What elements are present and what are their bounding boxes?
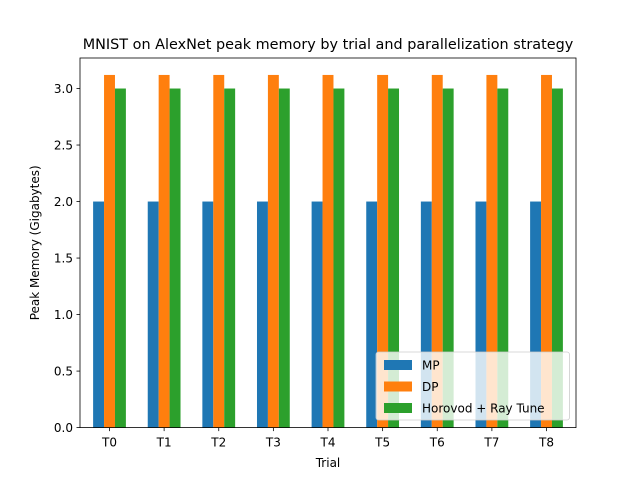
bar-mp-t0 bbox=[93, 201, 105, 428]
bar-horovod-ray-tune-t1 bbox=[169, 88, 181, 428]
bar-mp-t2 bbox=[202, 201, 214, 428]
y-axis-label: Peak Memory (Gigabytes) bbox=[28, 165, 42, 320]
bar-mp-t3 bbox=[256, 201, 268, 428]
bar-horovod-ray-tune-t7 bbox=[497, 88, 509, 428]
bar-mp-t8 bbox=[530, 201, 542, 428]
bar-dp-t1 bbox=[158, 74, 170, 428]
x-tick-label: T0 bbox=[101, 436, 117, 450]
bar-dp-t2 bbox=[213, 74, 225, 428]
bar-dp-t7 bbox=[486, 74, 498, 428]
legend-label: DP bbox=[422, 380, 438, 394]
bar-horovod-ray-tune-t0 bbox=[114, 88, 126, 428]
x-tick-label: T2 bbox=[210, 436, 226, 450]
bar-mp-t1 bbox=[147, 201, 159, 428]
legend-label: MP bbox=[422, 359, 440, 373]
legend-swatch bbox=[384, 403, 412, 413]
bar-dp-t6 bbox=[431, 74, 443, 428]
x-tick-label: T1 bbox=[156, 436, 172, 450]
y-tick-label: 1.0 bbox=[54, 308, 73, 322]
bar-horovod-ray-tune-t8 bbox=[551, 88, 563, 428]
bars-group bbox=[93, 74, 563, 428]
y-tick-label: 3.0 bbox=[54, 82, 73, 96]
y-tick-label: 0.5 bbox=[54, 364, 73, 378]
bar-mp-t4 bbox=[311, 201, 323, 428]
x-tick-label: T5 bbox=[374, 436, 390, 450]
chart-title: MNIST on AlexNet peak memory by trial an… bbox=[83, 37, 574, 53]
bar-mp-t6 bbox=[420, 201, 432, 428]
x-tick-label: T8 bbox=[538, 436, 554, 450]
x-tick-label: T3 bbox=[265, 436, 281, 450]
x-tick-label: T6 bbox=[429, 436, 445, 450]
bar-horovod-ray-tune-t2 bbox=[224, 88, 236, 428]
y-tick-label: 2.0 bbox=[54, 195, 73, 209]
bar-dp-t5 bbox=[377, 74, 389, 428]
bar-mp-t5 bbox=[366, 201, 378, 428]
legend-box bbox=[375, 351, 570, 421]
legend: MP DP Horovod + Ray Tune bbox=[375, 351, 570, 421]
legend-swatch bbox=[384, 360, 412, 370]
bar-horovod-ray-tune-t3 bbox=[278, 88, 290, 428]
x-tick-label: T7 bbox=[483, 436, 499, 450]
bar-mp-t7 bbox=[475, 201, 487, 428]
legend-swatch bbox=[384, 381, 412, 392]
y-tick-label: 1.5 bbox=[54, 251, 73, 265]
x-axis-ticks: T0 T1 T2 T3 T4 T5 T6 T7 T8 bbox=[101, 427, 554, 450]
x-axis-label: Trial bbox=[315, 456, 341, 470]
y-tick-label: 2.5 bbox=[54, 138, 73, 152]
bar-dp-t8 bbox=[541, 74, 552, 428]
x-tick-label: T4 bbox=[320, 436, 336, 450]
bar-dp-t3 bbox=[267, 74, 279, 428]
y-axis-ticks: 0.0 0.5 1.0 1.5 2.0 2.5 3.0 bbox=[54, 82, 80, 435]
bar-horovod-ray-tune-t4 bbox=[333, 88, 345, 428]
y-tick-label: 0.0 bbox=[54, 421, 73, 435]
bar-horovod-ray-tune-t6 bbox=[442, 88, 454, 428]
legend-label: Horovod + Ray Tune bbox=[422, 402, 545, 416]
bar-horovod-ray-tune-t5 bbox=[388, 88, 400, 428]
bar-dp-t4 bbox=[322, 74, 334, 428]
bar-dp-t0 bbox=[104, 74, 115, 428]
